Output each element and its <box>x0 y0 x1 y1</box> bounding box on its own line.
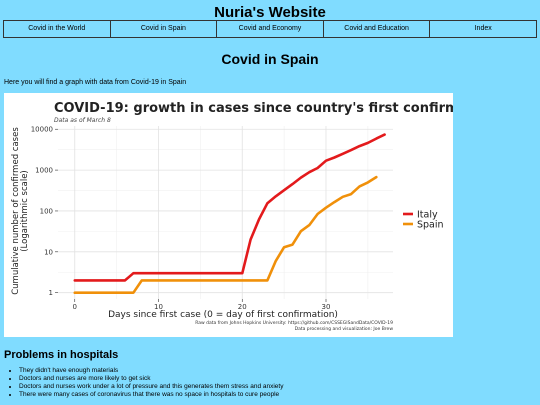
covid-growth-chart: COVID-19: growth in cases since country'… <box>4 93 514 337</box>
x-axis-label: Days since first case (0 = day of first … <box>108 310 338 320</box>
nav-covid-in-the-world[interactable]: Covid in the World <box>4 21 111 37</box>
nav-covid-and-economy[interactable]: Covid and Economy <box>217 21 324 37</box>
x-tick-label: 10 <box>154 303 163 311</box>
chart-title: COVID-19: growth in cases since country'… <box>54 101 453 116</box>
x-tick-label: 20 <box>238 303 247 311</box>
y-tick-label: 1000 <box>35 167 53 175</box>
list-item: There were many cases of coronavirus tha… <box>19 391 283 399</box>
y-tick-label: 100 <box>40 207 53 215</box>
nav-covid-in-spain[interactable]: Covid in Spain <box>110 21 218 37</box>
list-item: They didn't have enough materials <box>19 367 283 375</box>
list-item: Doctors and nurses are more likely to ge… <box>19 375 283 383</box>
problems-list: They didn't have enough materials Doctor… <box>4 367 283 399</box>
y-axis-label: Cumulative number of confirmed cases <box>11 127 21 295</box>
nav-bar: Covid in the World Covid in Spain Covid … <box>3 20 537 38</box>
intro-text: Here you will find a graph with data fro… <box>4 79 187 86</box>
list-item: Doctors and nurses work under a lot of p… <box>19 383 283 391</box>
legend-label-italy: Italy <box>417 210 438 221</box>
legend-label-spain: Spain <box>417 220 444 231</box>
y-axis-label-scale: (Logarithmic scale) <box>20 170 30 252</box>
y-tick-label: 1 <box>49 289 53 297</box>
x-tick-label: 30 <box>322 303 331 311</box>
y-tick-label: 10 <box>44 248 53 256</box>
series-line-italy <box>73 133 386 282</box>
chart-subtitle: Data as of March 8 <box>54 117 111 124</box>
chart-svg: COVID-19: growth in cases since country'… <box>4 93 514 337</box>
site-title: Nuria's Website <box>214 4 326 21</box>
y-tick-label: 10000 <box>31 126 53 134</box>
x-tick-label: 0 <box>73 303 77 311</box>
series-line-spain <box>73 175 378 294</box>
nav-index[interactable]: Index <box>430 21 536 37</box>
nav-covid-and-education[interactable]: Covid and Education <box>323 21 431 37</box>
problems-title: Problems in hospitals <box>4 349 119 361</box>
chart-credit: Data processing and visualization: Joe B… <box>295 326 394 332</box>
page-title: Covid in Spain <box>221 51 319 67</box>
chart-source: Raw data from Johns Hopkins University: … <box>195 320 393 326</box>
